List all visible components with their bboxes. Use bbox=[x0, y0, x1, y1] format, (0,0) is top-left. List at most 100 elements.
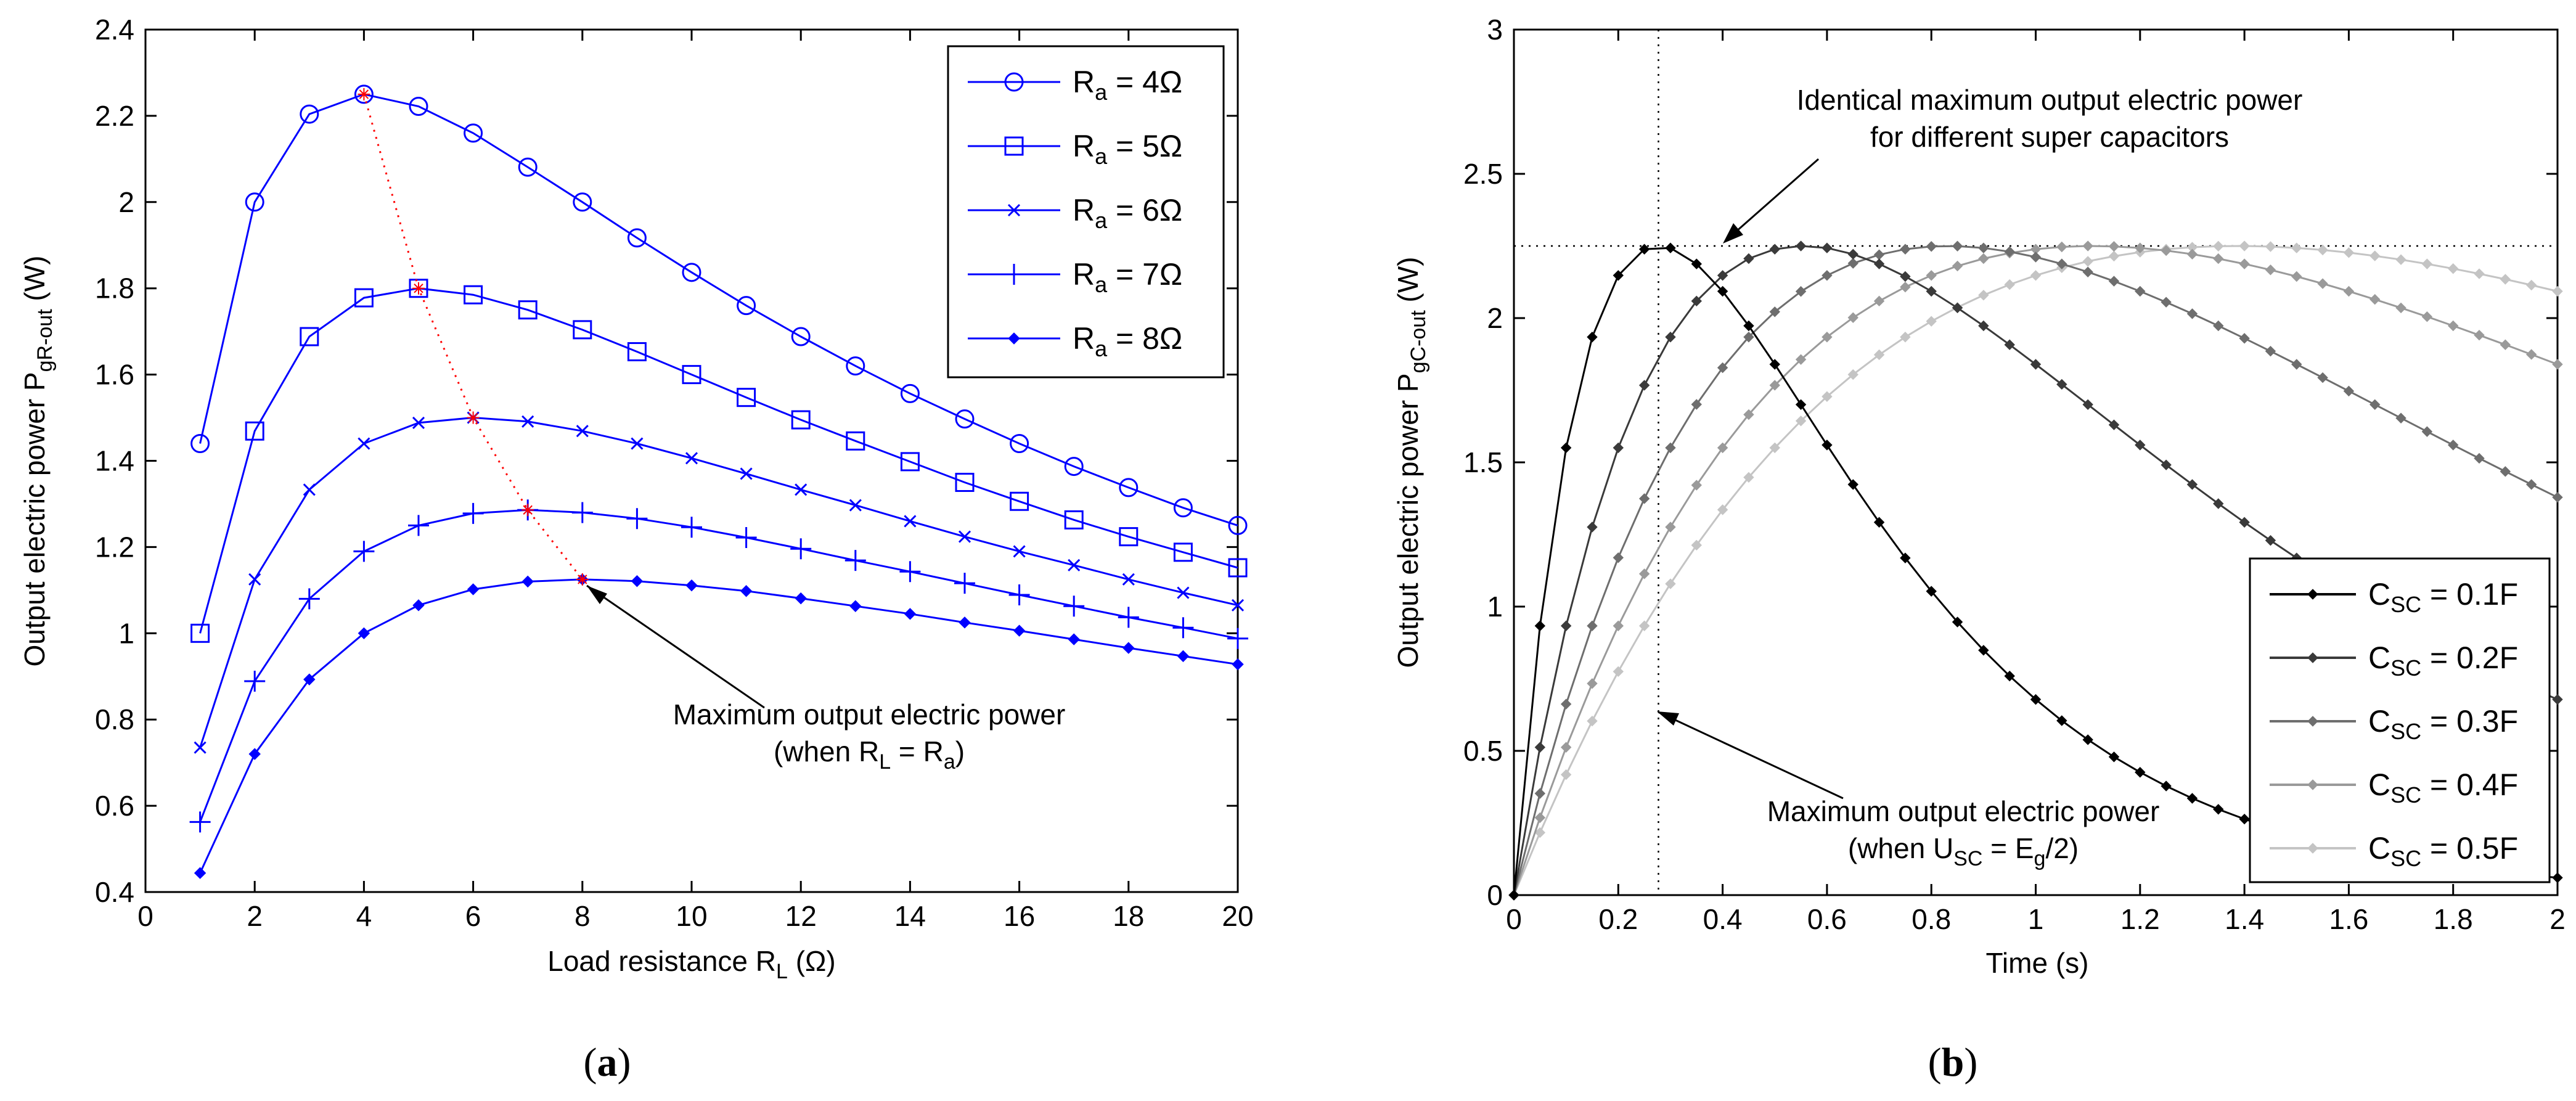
chart-a-xtick-label: 0 bbox=[137, 900, 153, 932]
chart-a-legend-label: Ra = 6Ω bbox=[1073, 193, 1182, 233]
chart-b-data-point bbox=[2525, 349, 2537, 360]
chart-b-data-point bbox=[1743, 409, 1754, 420]
chart-b-axes: 0 0.2 0.4 0.6 0.8 1 1.2 1.4 1.6 1.8 2 0 0.5 1 1.5 2 2.5 3 bbox=[1463, 14, 2566, 935]
chart-b-data-point bbox=[2317, 244, 2328, 256]
chart-a-max-point bbox=[521, 504, 534, 517]
chart-a-xtick-label: 18 bbox=[1113, 900, 1144, 932]
chart-a-data-point bbox=[791, 410, 811, 430]
chart-a-data-point bbox=[959, 616, 971, 629]
chart-a-data-point bbox=[631, 437, 644, 450]
chart-a-data-point bbox=[1119, 478, 1139, 497]
chart-a-data-point bbox=[358, 627, 370, 640]
chart-a-series bbox=[189, 84, 1248, 879]
chart-a-xtick-label: 12 bbox=[785, 900, 817, 932]
chart-a-annotation-line1: Maximum output electric power bbox=[673, 698, 1066, 731]
chart-b-data-point bbox=[2317, 278, 2328, 289]
chart-a-ytick-label: 0.6 bbox=[95, 790, 134, 822]
chart-b-annotation-bottom-line2: (when USC = Eg/2) bbox=[1848, 832, 2079, 870]
chart-b-xtick-label: 0.4 bbox=[1703, 903, 1743, 935]
chart-a-data-point bbox=[954, 573, 975, 594]
chart-b-data-point bbox=[1978, 290, 1989, 301]
chart-b-legend-marker bbox=[2307, 716, 2318, 727]
chart-b-data-point bbox=[2239, 517, 2250, 528]
chart-b-ytick-label: 1 bbox=[1487, 591, 1503, 623]
chart-a-data-point bbox=[900, 452, 920, 472]
chart-b-data-point bbox=[1665, 442, 1676, 454]
chart-b-data-point bbox=[2135, 440, 2146, 451]
chart-b-data-point bbox=[2135, 285, 2146, 297]
chart-a-annotation-line2: (when RL = Ra) bbox=[774, 735, 965, 774]
chart-b-data-point bbox=[1978, 253, 1989, 264]
chart-a-series-1 bbox=[190, 84, 1248, 535]
chart-b-ytick-label: 2.5 bbox=[1463, 158, 1503, 190]
chart-b-data-point bbox=[2239, 333, 2250, 344]
chart-b-ytick-label: 0.5 bbox=[1463, 735, 1503, 767]
chart-a-xtick-label: 14 bbox=[894, 900, 926, 932]
chart-b-legend-label: CSC = 0.3F bbox=[2368, 704, 2518, 744]
chart-a-data-point bbox=[354, 84, 374, 104]
chart-b-data-point bbox=[2265, 345, 2276, 357]
chart-a-data-point bbox=[1010, 434, 1029, 454]
chart-a-max-point bbox=[412, 282, 425, 295]
chart-b-data-point bbox=[1978, 320, 1989, 332]
chart-b-data-point bbox=[2447, 440, 2459, 451]
chart-b-data-point bbox=[1613, 620, 1624, 631]
chart-a-data-point bbox=[300, 104, 319, 124]
chart-a-data-point bbox=[194, 867, 206, 879]
chart-a-data-point bbox=[518, 157, 538, 177]
chart-a-data-point bbox=[521, 415, 534, 428]
chart-a-data-point bbox=[846, 356, 865, 376]
chart-b-data-point bbox=[1638, 380, 1650, 391]
chart-a-data-point bbox=[1010, 491, 1029, 511]
chart-b-xtick-label: 1.4 bbox=[2225, 903, 2264, 935]
chart-b-data-point bbox=[1560, 442, 1572, 454]
chart-b-data-point bbox=[2239, 813, 2250, 825]
chart-b-data-point bbox=[2135, 242, 2146, 253]
chart-b-data-point bbox=[2265, 534, 2276, 546]
chart-b-data-point bbox=[1534, 620, 1546, 631]
chart-a-data-point bbox=[682, 263, 701, 282]
chart-b-data-point bbox=[2447, 320, 2459, 332]
chart-a-data-point bbox=[631, 575, 644, 587]
chart-b-data-point bbox=[1717, 362, 1728, 374]
chart-b-xtick-label: 1.6 bbox=[2329, 903, 2368, 935]
chart-b-data-point bbox=[2343, 385, 2355, 397]
chart-b-data-point bbox=[2395, 254, 2406, 265]
chart-b-data-point bbox=[2447, 263, 2459, 274]
chart-a-data-point bbox=[353, 541, 375, 562]
chart-a-series-3 bbox=[194, 411, 1245, 754]
chart-a-ytick-label: 0.4 bbox=[95, 876, 134, 908]
chart-a-legend-item: Ra = 6Ω bbox=[968, 193, 1182, 233]
chart-a-data-point bbox=[685, 452, 698, 465]
chart-a-data-point bbox=[194, 741, 206, 754]
chart-a-data-point bbox=[849, 600, 862, 612]
chart-a-xtick-label: 2 bbox=[247, 900, 263, 932]
chart-b-data-point bbox=[1900, 332, 1911, 343]
chart-a-legend-item: Ra = 7Ω bbox=[968, 257, 1182, 297]
chart-a-data-point bbox=[904, 515, 917, 528]
chart-b-data-point bbox=[1587, 678, 1598, 689]
chart-b-data-point bbox=[2421, 311, 2433, 322]
chart-b-data-point bbox=[1822, 391, 1833, 402]
chart-b-annotation-top-arrow bbox=[1725, 158, 1819, 242]
chart-b-data-point bbox=[1638, 620, 1650, 631]
chart-b-data-point bbox=[2291, 359, 2302, 370]
chart-b-annotation-top-line2: for different super capacitors bbox=[1870, 121, 2229, 153]
chart-b-data-point bbox=[1900, 244, 1911, 255]
chart-b-legend-item: CSC = 0.5F bbox=[2270, 831, 2518, 871]
chart-b-data-point bbox=[2291, 271, 2302, 282]
chart-a-data-point bbox=[791, 327, 811, 346]
chart-b-data-point bbox=[1900, 271, 1911, 282]
chart-a-data-point bbox=[462, 502, 484, 524]
chart-b-xlabel: Time (s) bbox=[1986, 947, 2089, 979]
chart-b-annotation-top-line1: Identical maximum output electric power bbox=[1797, 84, 2303, 116]
chart-b-data-point bbox=[1847, 479, 1858, 490]
chart-a-xtick-label: 20 bbox=[1222, 900, 1253, 932]
chart-a-data-point bbox=[303, 673, 316, 686]
chart-b-legend-item: CSC = 0.2F bbox=[2270, 641, 2518, 681]
chart-b-data-point bbox=[1769, 359, 1780, 370]
chart-a-data-point bbox=[1227, 628, 1248, 649]
chart-a-data-point bbox=[464, 285, 483, 305]
chart-a-data-point bbox=[300, 327, 319, 346]
